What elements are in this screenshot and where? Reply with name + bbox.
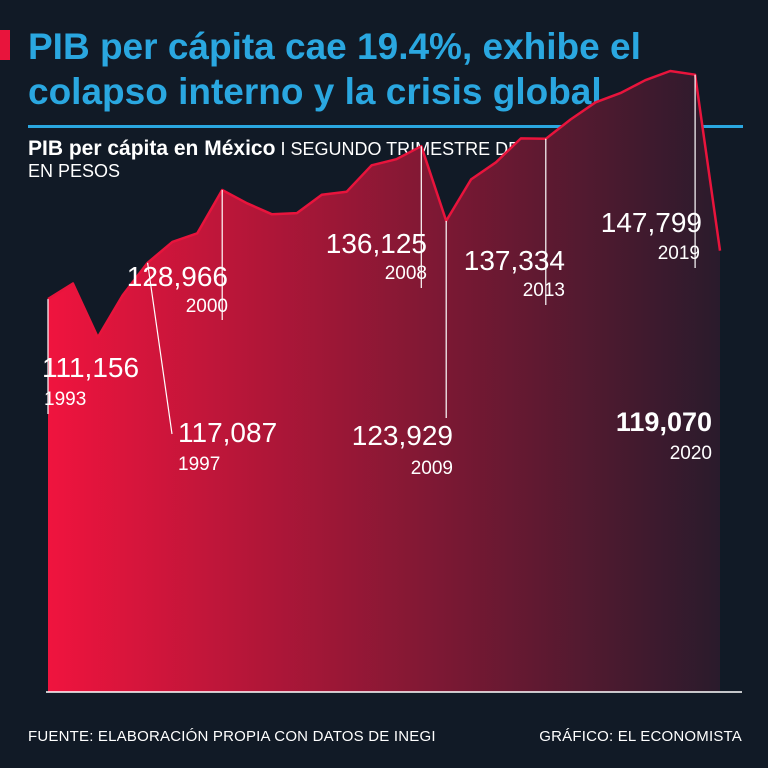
area-fill [48, 71, 720, 692]
year-label-2000: 2000 [186, 296, 228, 317]
value-label-2013: 137,334 [464, 245, 565, 276]
value-label-2008: 136,125 [326, 228, 427, 259]
subtitle-separator: I [280, 139, 286, 159]
accent-bar [0, 30, 10, 60]
footer-source: FUENTE: ELABORACIÓN PROPIA CON DATOS DE … [28, 728, 436, 745]
year-label-1997: 1997 [178, 454, 220, 475]
value-label-2009: 123,929 [352, 420, 453, 451]
value-label-2000: 128,966 [127, 261, 228, 292]
value-label-2020: 119,070 [616, 407, 712, 437]
leader-line-1997 [147, 262, 173, 435]
footer-credit: GRÁFICO: EL ECONOMISTA [539, 728, 742, 745]
chart-title: PIB per cápita en México [28, 137, 276, 160]
headline: PIB per cápita cae 19.4%, exhibe el cola… [28, 26, 641, 112]
year-label-2020: 2020 [670, 443, 712, 464]
year-label-1993: 1993 [44, 389, 86, 410]
value-label-1993: 111,156 [42, 352, 139, 383]
year-label-2008: 2008 [385, 263, 427, 284]
headline-divider [28, 125, 743, 128]
year-label-2009: 2009 [411, 458, 453, 479]
year-label-2013: 2013 [523, 280, 565, 301]
units-label: EN PESOS [28, 161, 121, 181]
series-line [47, 69, 722, 339]
value-label-1997: 117,087 [178, 417, 277, 448]
value-label-2019: 147,799 [601, 207, 702, 238]
year-label-2019: 2019 [658, 243, 700, 264]
